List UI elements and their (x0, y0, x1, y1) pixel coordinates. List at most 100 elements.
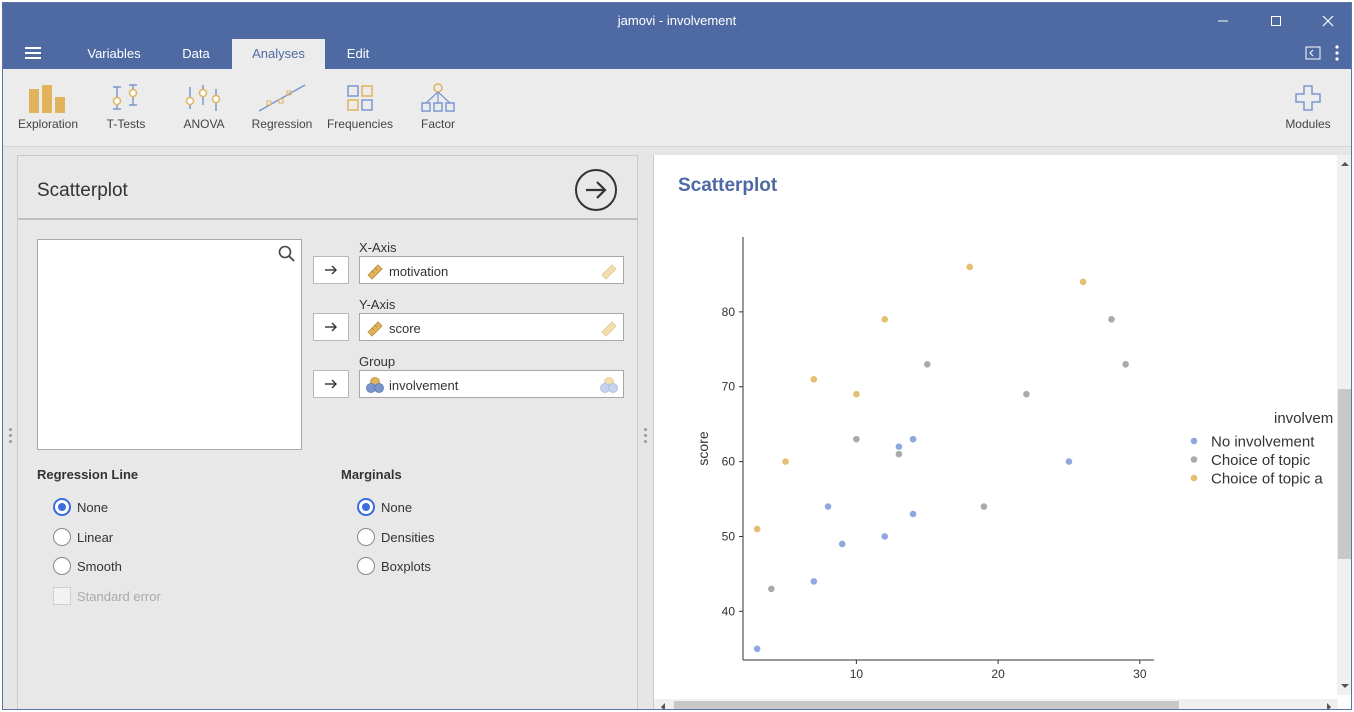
y-tick-label: 50 (722, 529, 736, 543)
arrow-right-circle-icon (586, 181, 607, 199)
legend-marker (1190, 456, 1198, 463)
frequencies-icon (347, 85, 373, 111)
close-button[interactable] (1308, 9, 1348, 33)
data-point (768, 585, 775, 593)
x-axis-target[interactable]: motivation (359, 256, 624, 284)
data-point (810, 375, 818, 383)
ribbon-regression-button[interactable]: Regression (245, 77, 319, 131)
horizontal-scrollbar[interactable] (654, 699, 1338, 710)
y-axis-title: score (695, 431, 711, 465)
radio-unselected-icon[interactable] (53, 557, 71, 575)
ribbon-anova-button[interactable]: ANOVA (167, 77, 241, 131)
maximize-button[interactable] (1256, 9, 1296, 33)
vertical-scrollbar[interactable] (1337, 155, 1352, 695)
radio-unselected-icon[interactable] (357, 528, 375, 546)
y-axis-move-button[interactable] (313, 313, 349, 341)
results-panel: Scatterplot 40 50 60 70 80 10 20 30 score involve… (653, 155, 1352, 710)
ribbon-factor-label: Factor (420, 117, 455, 131)
marginals-none-label: None (381, 499, 413, 515)
search-icon[interactable] (278, 245, 296, 263)
hide-options-button[interactable] (575, 169, 617, 211)
tab-data[interactable]: Data (182, 46, 210, 61)
data-point (810, 578, 818, 585)
horizontal-scroll-thumb[interactable] (674, 701, 1179, 709)
data-point (782, 458, 789, 465)
panel-toggle-icon[interactable] (1305, 46, 1321, 60)
title-bar: jamovi - involvement (3, 3, 1351, 39)
x-axis-value: motivation (389, 264, 449, 279)
ribbon-exploration-label: Exploration (17, 117, 79, 131)
ribbon-factor-button[interactable]: Factor (401, 77, 475, 131)
standard-error-checkbox[interactable]: Standard error (53, 586, 161, 606)
marginals-densities-radio[interactable]: Densities (357, 527, 434, 547)
x-tick-label: 10 (850, 667, 864, 681)
more-options-icon[interactable] (1335, 45, 1339, 61)
tab-edit[interactable]: Edit (346, 46, 370, 61)
x-axis-move-button[interactable] (313, 256, 349, 284)
scroll-down-icon[interactable] (1337, 679, 1352, 693)
continuous-type-icon (601, 321, 617, 337)
group-value: involvement (389, 378, 459, 393)
y-tick-label: 70 (722, 380, 736, 394)
group-target[interactable]: involvement (359, 370, 624, 398)
y-tick-label: 60 (722, 455, 736, 469)
radio-selected-icon[interactable] (53, 498, 71, 516)
regression-linear-radio[interactable]: Linear (53, 527, 113, 547)
ribbon-exploration-button[interactable]: Exploration (11, 77, 85, 131)
radio-unselected-icon[interactable] (357, 557, 375, 575)
ribbon-frequencies-button[interactable]: Frequencies (323, 77, 397, 131)
y-axis-value: score (389, 321, 421, 336)
arrow-right-icon (325, 322, 337, 332)
data-point (1079, 278, 1087, 286)
ribbon-anova-label: ANOVA (183, 117, 225, 131)
regression-smooth-label: Smooth (77, 558, 122, 574)
data-point (1108, 316, 1115, 323)
exploration-icon (29, 85, 65, 113)
regression-smooth-radio[interactable]: Smooth (53, 556, 122, 576)
marginals-none-radio[interactable]: None (357, 497, 412, 517)
y-axis-target[interactable]: score (359, 313, 624, 341)
x-tick-label: 20 (991, 667, 1005, 681)
regression-line-heading: Regression Line (37, 467, 139, 482)
close-icon (1322, 15, 1334, 27)
legend-label: No involvement (1211, 434, 1315, 451)
y-tick-label: 80 (722, 305, 736, 319)
group-move-button[interactable] (313, 370, 349, 398)
tab-variables[interactable]: Variables (87, 46, 141, 61)
t-tests-icon (112, 84, 138, 110)
scroll-right-icon[interactable] (1322, 699, 1336, 710)
options-panel: Scatterplot X-Axis motivation Y (17, 155, 638, 709)
hamburger-menu-icon[interactable] (25, 47, 43, 61)
radio-selected-icon[interactable] (357, 498, 375, 516)
scroll-left-icon[interactable] (656, 699, 670, 710)
legend-label: Choice of topic a (1211, 471, 1323, 488)
legend-marker (1190, 437, 1198, 445)
data-point (853, 435, 860, 443)
data-point (838, 540, 846, 548)
factor-icon (421, 83, 455, 112)
radio-unselected-icon[interactable] (53, 528, 71, 546)
variable-list[interactable] (37, 239, 302, 450)
marginals-boxplots-radio[interactable]: Boxplots (357, 556, 431, 576)
window-title: jamovi - involvement (617, 13, 737, 28)
minimize-button[interactable] (1203, 9, 1243, 33)
y-tick-label: 40 (722, 604, 736, 618)
data-point (753, 645, 761, 653)
x-tick-label: 30 (1133, 667, 1147, 681)
data-point (895, 450, 903, 458)
left-splitter-handle[interactable] (9, 428, 13, 443)
ribbon-t-tests-button[interactable]: T-Tests (89, 77, 163, 131)
center-splitter-handle[interactable] (644, 428, 648, 443)
vertical-scroll-thumb[interactable] (1338, 389, 1351, 559)
scroll-up-icon[interactable] (1337, 157, 1352, 171)
data-point (909, 510, 917, 518)
data-point (853, 390, 860, 398)
marginals-densities-label: Densities (381, 529, 435, 545)
ribbon-modules-button[interactable]: Modules (1271, 77, 1345, 131)
regression-none-radio[interactable]: None (53, 497, 108, 517)
nominal-variable-icon (366, 377, 384, 393)
y-axis-label: Y-Axis (359, 297, 396, 312)
tab-analyses[interactable]: Analyses (232, 39, 325, 69)
regression-linear-label: Linear (77, 529, 114, 545)
standard-error-label: Standard error (77, 588, 161, 604)
